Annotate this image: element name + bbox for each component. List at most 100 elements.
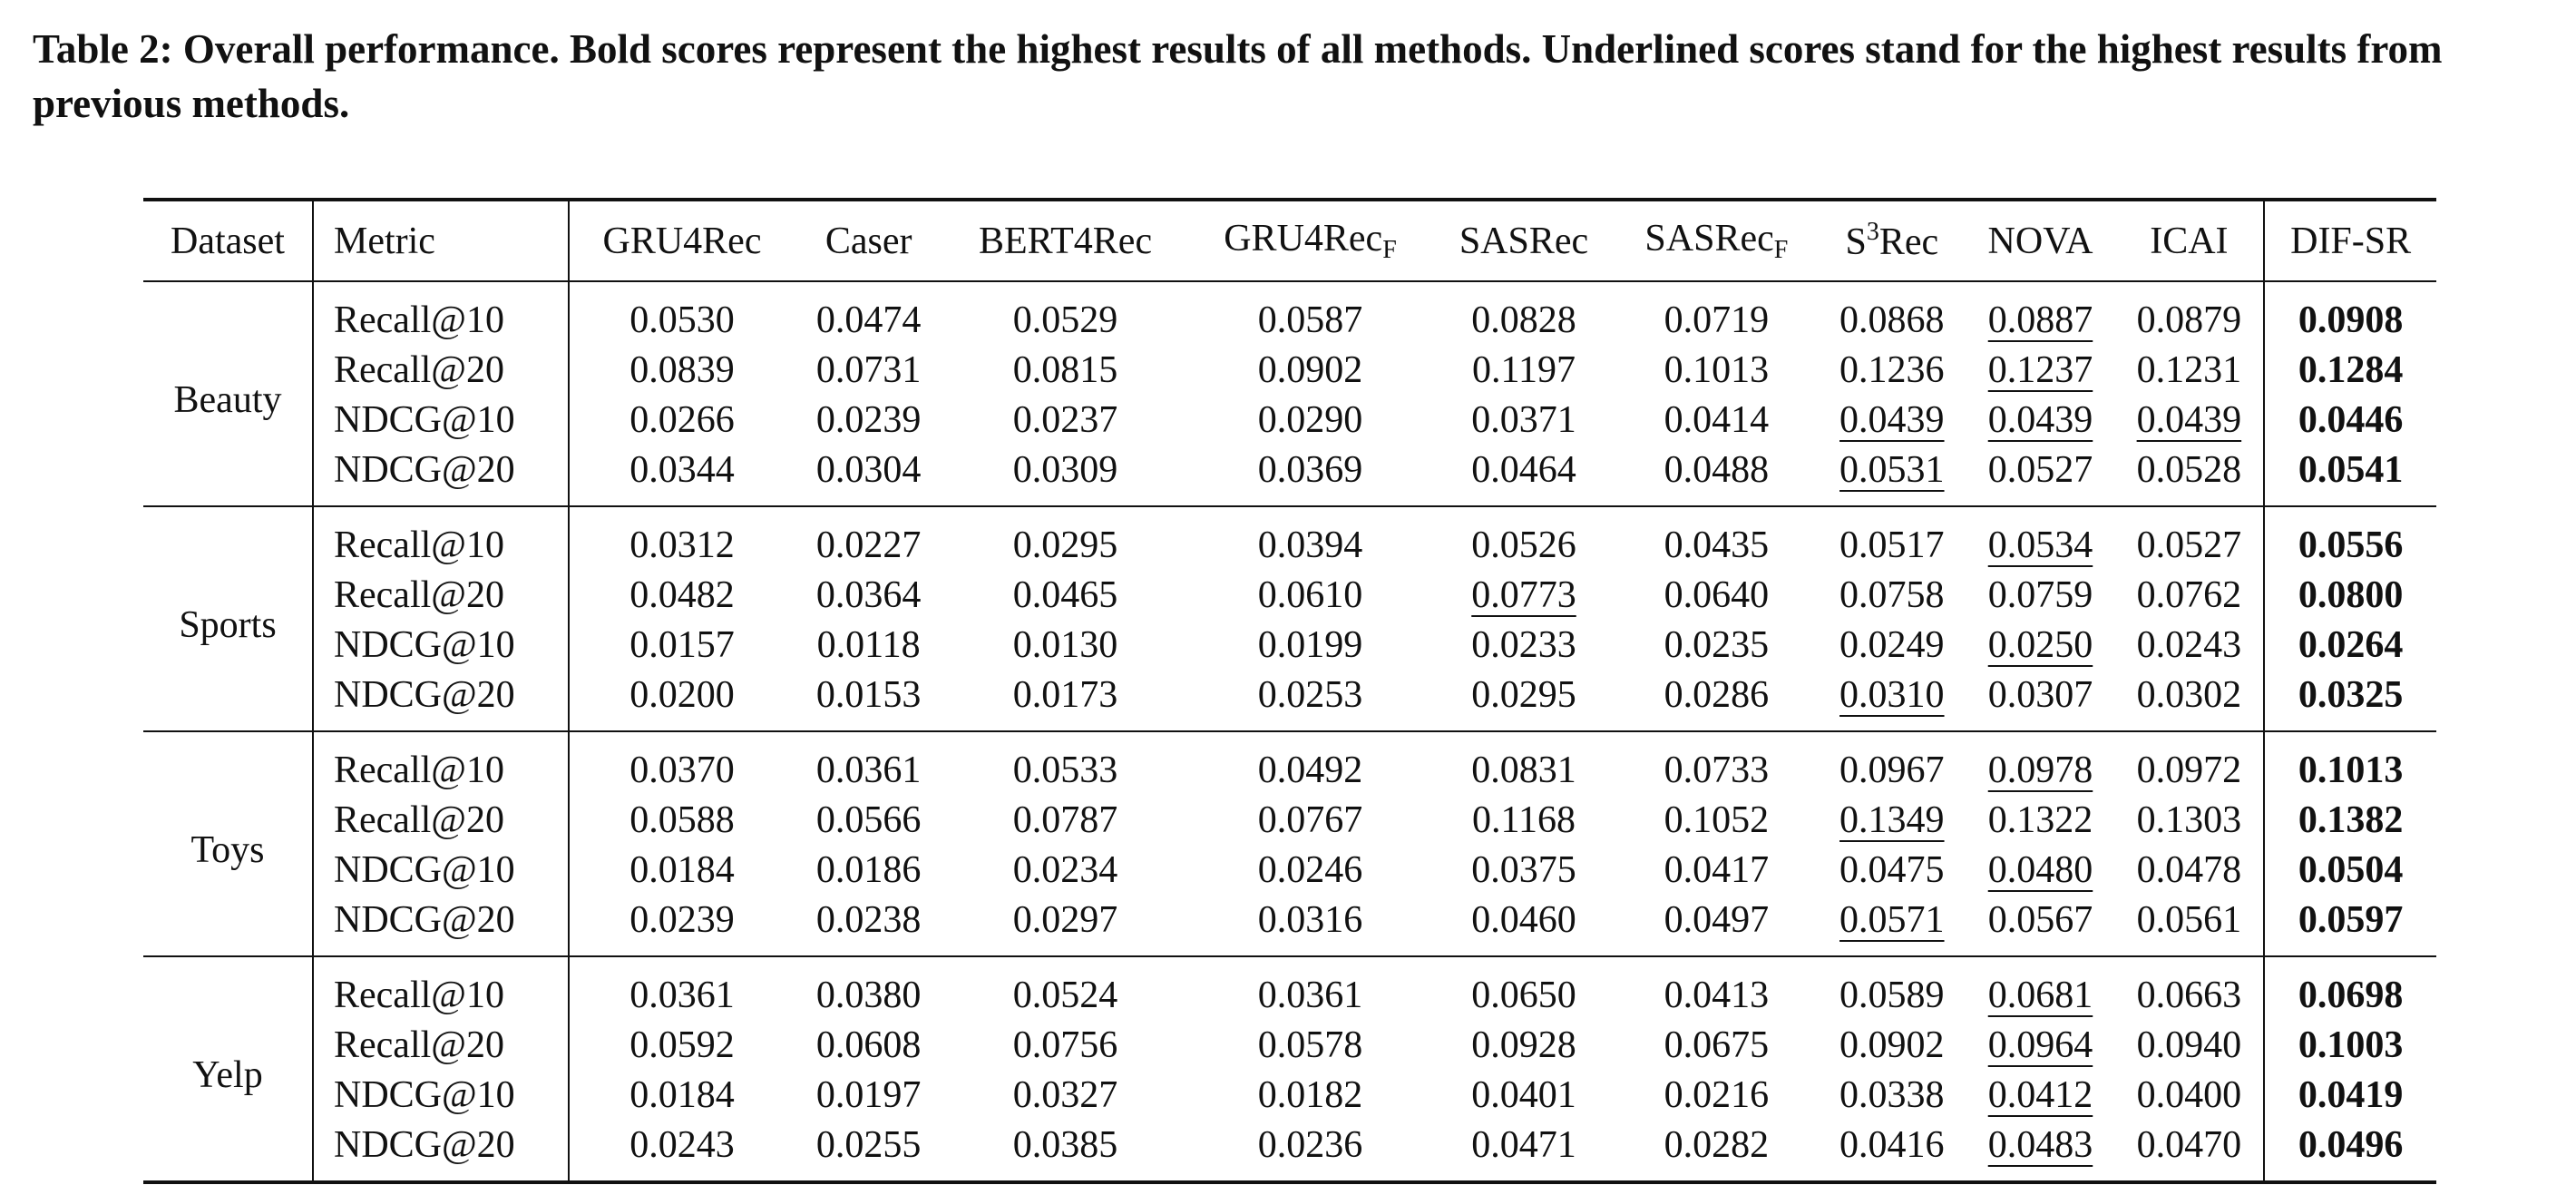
dataset-label: Sports xyxy=(143,506,314,731)
dataset-label: Beauty xyxy=(143,281,314,506)
dataset-label: Yelp xyxy=(143,956,314,1182)
score-cell: 0.0307 xyxy=(1987,673,2093,716)
score-cell: 0.0417 xyxy=(1664,848,1770,891)
score-cell: 0.0364 xyxy=(815,573,922,616)
score-cell: 0.0773 xyxy=(1471,573,1576,616)
score-cell: 0.1168 xyxy=(1472,798,1576,841)
score-cell: 0.0385 xyxy=(1012,1123,1118,1166)
score-cell: 0.0312 xyxy=(629,524,735,566)
score-cell: 0.0439 xyxy=(1839,398,1945,441)
table-row: NDCG@20 0.0200 0.0153 0.0173 0.0253 0.0295 0.0… xyxy=(143,670,2436,731)
score-cell: 0.0719 xyxy=(1664,299,1770,341)
score-cell: 0.0640 xyxy=(1664,573,1770,616)
table-row: NDCG@20 0.0243 0.0255 0.0385 0.0236 0.0471 0.0… xyxy=(143,1120,2436,1182)
metric-label: NDCG@20 xyxy=(313,895,570,956)
score-cell: 0.0496 xyxy=(2263,1120,2436,1182)
score-cell: 0.0255 xyxy=(815,1123,922,1166)
score-cell: 0.0967 xyxy=(1839,749,1945,791)
score-cell: 0.0675 xyxy=(1664,1023,1770,1066)
score-cell: 0.0831 xyxy=(1471,749,1576,791)
metric-label: NDCG@20 xyxy=(313,445,570,506)
score-cell: 0.0394 xyxy=(1257,524,1363,566)
score-cell: 0.0302 xyxy=(2136,673,2242,716)
score-cell: 0.0361 xyxy=(815,749,922,791)
score-cell: 0.0902 xyxy=(1839,1023,1945,1066)
score-cell: 0.0762 xyxy=(2136,573,2242,616)
score-cell: 0.0879 xyxy=(2136,299,2242,341)
score-cell: 0.0839 xyxy=(629,348,735,391)
score-cell: 0.1349 xyxy=(1839,798,1945,841)
score-cell: 0.0297 xyxy=(1012,898,1118,941)
header-method-5: SASRecF xyxy=(1644,218,1789,264)
score-cell: 0.0327 xyxy=(1012,1073,1118,1116)
table-row: Yelp Recall@10 0.0361 0.0380 0.0524 0.0361 0.0… xyxy=(143,956,2436,1182)
score-cell: 0.0239 xyxy=(815,398,922,441)
score-cell: 0.0972 xyxy=(2136,749,2242,791)
score-cell: 0.0567 xyxy=(1987,898,2093,941)
header-method-4: SASRec xyxy=(1459,220,1589,262)
score-cell: 0.0681 xyxy=(1987,974,2093,1016)
score-cell: 0.0589 xyxy=(1839,974,1945,1016)
score-cell: 0.0650 xyxy=(1471,974,1576,1016)
score-cell: 0.0902 xyxy=(1257,348,1363,391)
score-cell: 0.0517 xyxy=(1839,524,1945,566)
table-row: NDCG@10 0.0184 0.0186 0.0234 0.0246 0.0375 0.0… xyxy=(143,845,2436,895)
score-cell: 0.0528 xyxy=(2136,448,2242,491)
header-method-9: DIF-SR xyxy=(2263,200,2436,281)
score-cell: 0.0173 xyxy=(1012,673,1118,716)
score-cell: 0.0295 xyxy=(1012,524,1118,566)
score-cell: 0.0541 xyxy=(2263,445,2436,506)
score-cell: 0.0290 xyxy=(1257,398,1363,441)
score-cell: 0.0478 xyxy=(2136,848,2242,891)
table-row: NDCG@20 0.0344 0.0304 0.0309 0.0369 0.0464 0.0… xyxy=(143,445,2436,506)
score-cell: 0.0561 xyxy=(2136,898,2242,941)
score-cell: 0.0964 xyxy=(1987,1023,2093,1066)
score-cell: 0.0235 xyxy=(1664,623,1770,666)
score-cell: 0.0233 xyxy=(1471,623,1576,666)
score-cell: 0.0309 xyxy=(1012,448,1118,491)
score-cell: 0.0184 xyxy=(629,1073,735,1116)
dataset-group-beauty: Beauty Recall@10 0.0530 0.0474 0.0529 0.0587 0… xyxy=(143,281,2436,506)
metric-label: Recall@10 xyxy=(313,731,570,795)
score-cell: 0.0414 xyxy=(1664,398,1770,441)
score-cell: 0.0250 xyxy=(1987,623,2093,666)
score-cell: 0.0475 xyxy=(1839,848,1945,891)
score-cell: 0.0759 xyxy=(1987,573,2093,616)
results-table: Dataset Metric GRU4Rec Caser BERT4Rec GRU4R… xyxy=(143,198,2436,1184)
score-cell: 0.0488 xyxy=(1664,448,1770,491)
score-cell: 0.0310 xyxy=(1839,673,1945,716)
metric-label: NDCG@10 xyxy=(313,845,570,895)
score-cell: 0.0908 xyxy=(2263,281,2436,345)
score-cell: 0.0439 xyxy=(2136,398,2242,441)
score-cell: 0.0756 xyxy=(1012,1023,1118,1066)
score-cell: 0.0412 xyxy=(1987,1073,2093,1116)
score-cell: 0.0239 xyxy=(629,898,735,941)
score-cell: 0.0282 xyxy=(1664,1123,1770,1166)
metric-label: Recall@20 xyxy=(313,345,570,395)
score-cell: 0.0118 xyxy=(816,623,921,666)
score-cell: 0.0184 xyxy=(629,848,735,891)
table-row: Recall@20 0.0839 0.0731 0.0815 0.0902 0.1197 0… xyxy=(143,345,2436,395)
metric-label: NDCG@20 xyxy=(313,670,570,731)
table-row: NDCG@10 0.0266 0.0239 0.0237 0.0290 0.0371 0.0… xyxy=(143,395,2436,445)
score-cell: 0.0556 xyxy=(2263,506,2436,570)
metric-label: NDCG@10 xyxy=(313,620,570,670)
score-cell: 0.0216 xyxy=(1664,1073,1770,1116)
dataset-group-toys: Toys Recall@10 0.0370 0.0361 0.0533 0.0492 0.0… xyxy=(143,731,2436,956)
score-cell: 0.0234 xyxy=(1012,848,1118,891)
score-cell: 0.1231 xyxy=(2136,348,2242,391)
metric-label: Recall@10 xyxy=(313,956,570,1020)
table-row: Recall@20 0.0592 0.0608 0.0756 0.0578 0.0928 0… xyxy=(143,1020,2436,1070)
score-cell: 0.0236 xyxy=(1257,1123,1363,1166)
score-cell: 0.0571 xyxy=(1839,898,1945,941)
score-cell: 0.0529 xyxy=(1012,299,1118,341)
score-cell: 0.0249 xyxy=(1839,623,1945,666)
score-cell: 0.0419 xyxy=(2263,1070,2436,1120)
score-cell: 0.0413 xyxy=(1664,974,1770,1016)
score-cell: 0.0153 xyxy=(815,673,922,716)
table-caption: Table 2: Overall performance. Bold score… xyxy=(33,26,2443,126)
header-method-6: S3Rec xyxy=(1845,218,1939,263)
score-cell: 0.0533 xyxy=(1012,749,1118,791)
score-cell: 0.0316 xyxy=(1257,898,1363,941)
score-cell: 0.1003 xyxy=(2263,1020,2436,1070)
